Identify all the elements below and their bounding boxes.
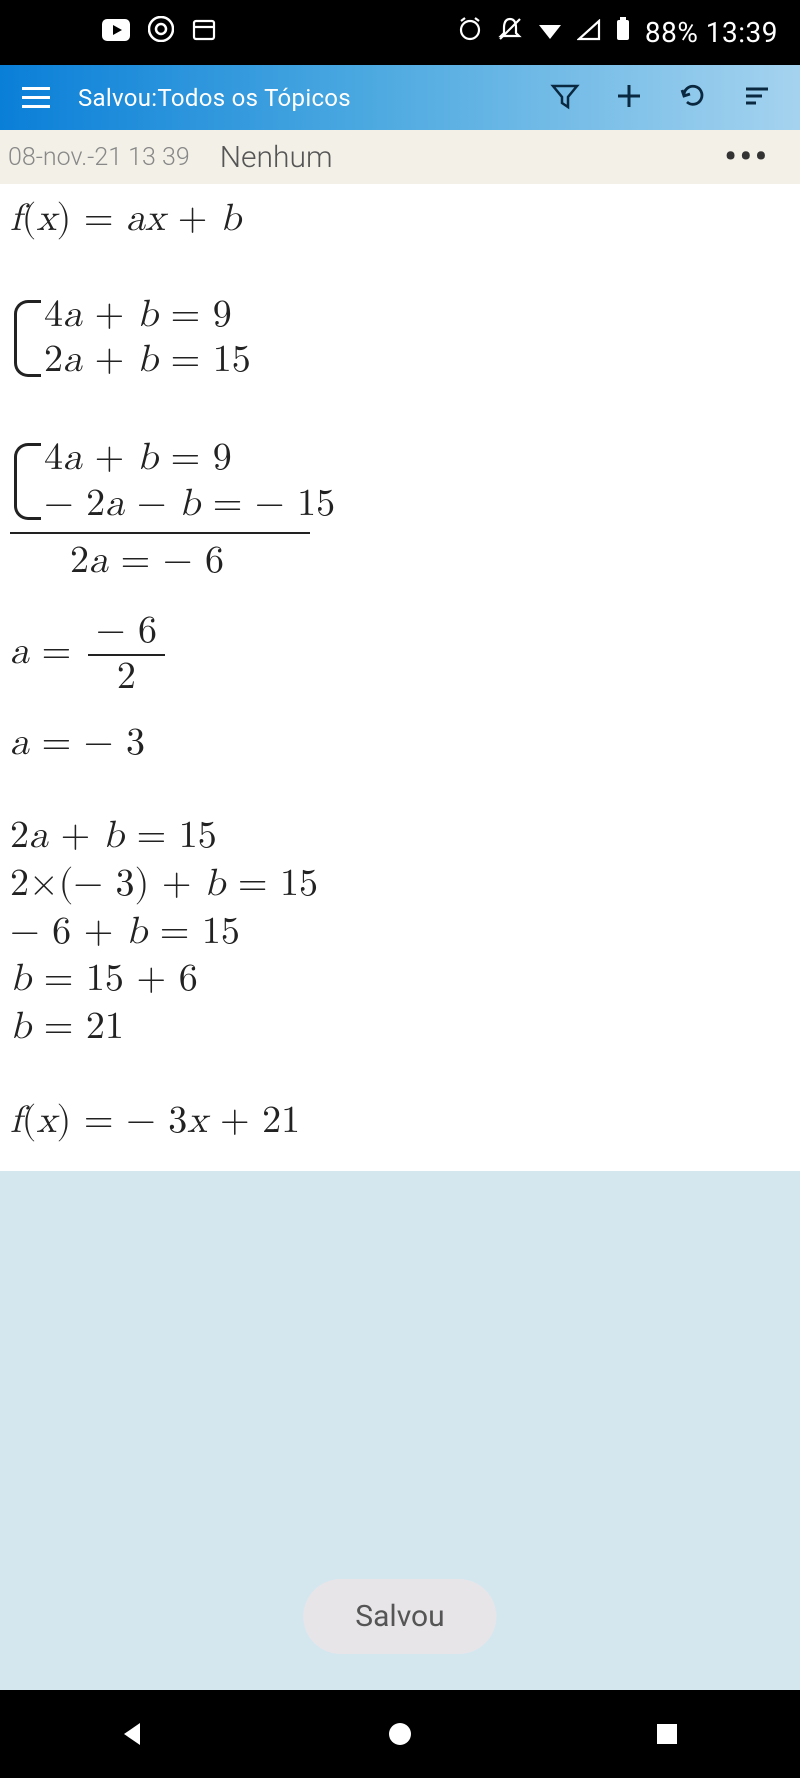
status-left-icons <box>102 16 216 49</box>
b-step3: − 6 + b = 15 <box>10 911 790 955</box>
add-icon[interactable] <box>614 81 644 115</box>
b-step1: 2a + b = 15 <box>10 815 790 859</box>
nav-back[interactable] <box>83 1719 183 1749</box>
refresh-icon[interactable] <box>678 81 708 115</box>
eq-fx-def: f(x) = ax + b <box>10 198 790 242</box>
battery-time-text: 88% 13:39 <box>645 16 778 49</box>
wifi-icon <box>537 18 563 48</box>
note-overflow-menu[interactable]: ••• <box>724 137 770 177</box>
sum-line <box>10 532 310 534</box>
dnd-icon <box>497 16 523 49</box>
android-nav-bar <box>0 1690 800 1778</box>
b-step5: b = 21 <box>10 1006 790 1050</box>
a-value: a = − 3 <box>10 722 790 766</box>
android-status-bar: 88% 13:39 <box>0 0 800 65</box>
sys2-eq1: 4a + b = 9 <box>44 437 790 481</box>
note-header: 08-nov.-21 13 39 Nenhum ••• <box>0 130 800 184</box>
youtube-icon <box>102 18 130 48</box>
signal-icon <box>577 18 601 48</box>
nav-recent[interactable] <box>617 1721 717 1747</box>
final-result: f(x) = − 3x + 21 <box>10 1100 790 1144</box>
note-content: f(x) = ax + b 4a + b = 9 2a + b = 15 4a … <box>0 184 800 1171</box>
filter-icon[interactable] <box>550 81 580 115</box>
sum-result: 2a = − 6 <box>10 540 790 584</box>
note-date: 08-nov.-21 13 39 <box>8 143 190 172</box>
status-right-icons: 88% 13:39 <box>457 16 778 49</box>
chrome-icon <box>148 16 174 49</box>
toolbar-actions <box>550 81 788 115</box>
b-step2: 2×(− 3) + b = 15 <box>10 863 790 907</box>
sys1-eq2: 2a + b = 15 <box>44 339 790 383</box>
battery-icon <box>615 16 631 49</box>
alarm-icon <box>457 16 483 49</box>
sys1-eq1: 4a + b = 9 <box>44 294 790 338</box>
calendar-icon <box>192 17 216 48</box>
app-title: Salvou:Todos os Tópicos <box>78 84 351 112</box>
a-fraction: a = − 62 <box>10 610 790 699</box>
system-2: 4a + b = 9 − 2a − b = − 15 <box>10 437 790 526</box>
note-tag: Nenhum <box>220 140 333 175</box>
nav-home[interactable] <box>350 1720 450 1748</box>
sort-icon[interactable] <box>742 81 772 115</box>
sys2-eq2: − 2a − b = − 15 <box>44 483 790 527</box>
toast-saved: Salvou <box>303 1579 496 1654</box>
menu-button[interactable] <box>12 87 62 108</box>
system-1: 4a + b = 9 2a + b = 15 <box>10 294 790 383</box>
app-toolbar: Salvou:Todos os Tópicos <box>0 65 800 130</box>
b-step4: b = 15 + 6 <box>10 958 790 1002</box>
